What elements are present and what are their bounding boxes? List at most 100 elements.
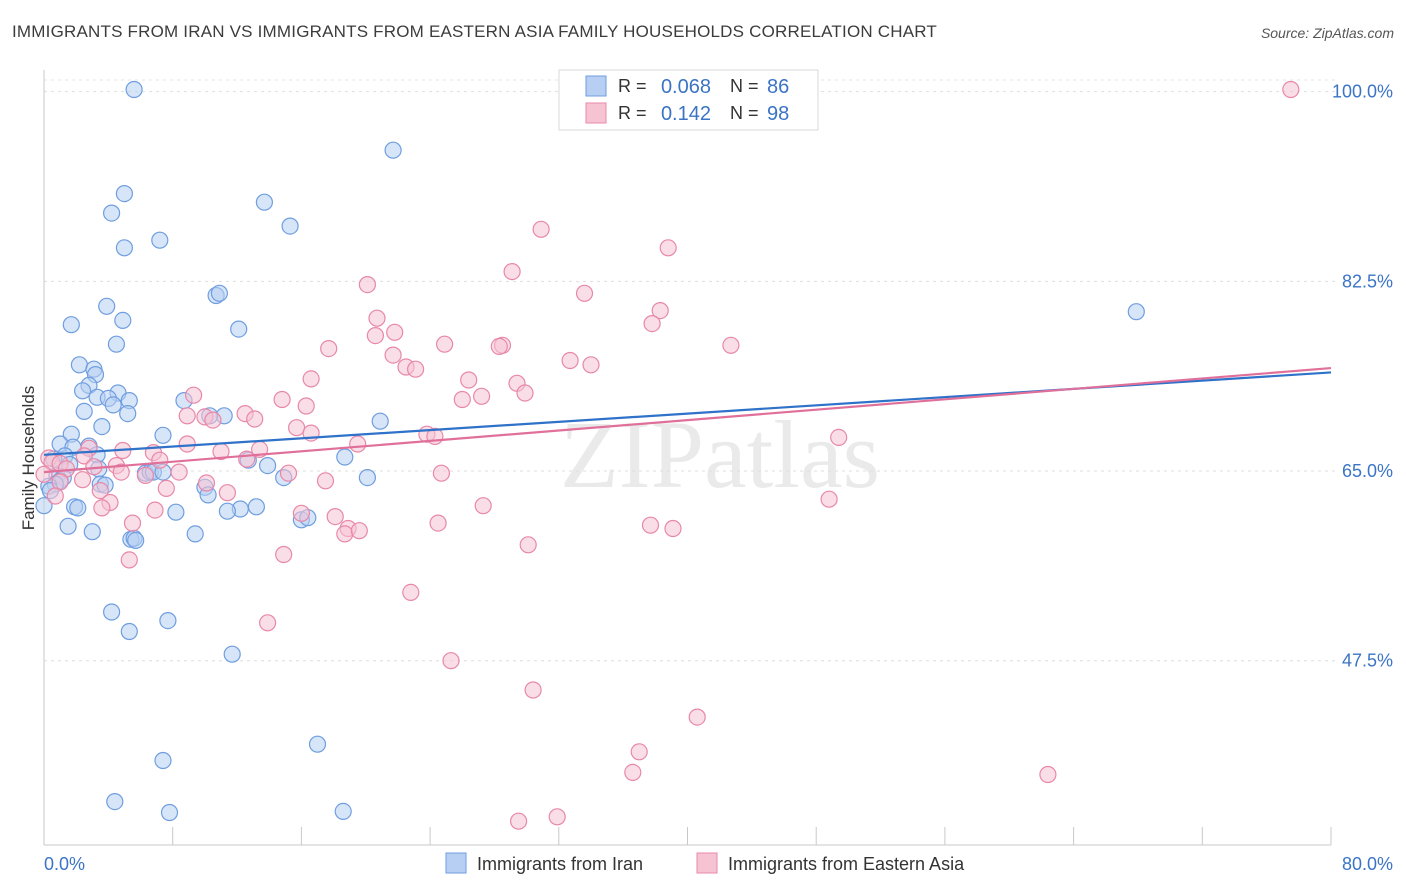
source-label: Source: ZipAtlas.com [1260,25,1394,41]
iran-point [186,525,204,543]
eastern-asia-point [460,371,478,389]
eastern-asia-point [123,514,142,532]
iran-point [336,448,354,466]
eastern-asia-point [238,450,256,468]
iran-point [83,523,101,541]
eastern-asia-point [336,525,354,543]
iran-point [115,185,134,203]
tick-labels: 100.0% 82.5% 65.0% 47.5% 0.0% 80.0% [44,82,1393,874]
eastern-asia-point [151,451,169,469]
series-legend-swatch [696,852,718,874]
iran-point [35,497,53,515]
eastern-asia-point [1039,765,1057,784]
eastern-asia-point [197,474,216,492]
eastern-asia-point [643,315,661,333]
eastern-asia-point [548,808,566,826]
eastern-asia-point [170,463,188,481]
n-value: 98 [767,103,789,125]
eastern-asia-point [246,410,264,428]
eastern-asia-point [386,323,404,341]
iran-point [210,284,228,302]
eastern-asia-point [368,309,386,327]
eastern-asia-point [178,407,196,425]
eastern-asia-point [1282,80,1300,99]
iran-point [1127,303,1145,321]
eastern-asia-point [524,681,542,699]
eastern-asia-point [630,743,648,761]
eastern-asia-point [366,327,384,345]
eastern-asia-point [532,220,550,238]
iran-point [281,217,299,235]
eastern-asia-point [561,351,579,370]
iran-point [308,735,327,753]
y-tick-label: 100.0% [1332,82,1393,102]
iran-point [154,426,172,444]
eastern-asia-point [402,583,420,602]
eastern-asia-point [509,812,528,830]
r-label: R = [618,76,647,96]
eastern-asia-point [292,504,310,522]
trend-lines [43,366,1332,474]
eastern-asia-point [316,472,335,490]
eastern-asia-point [204,411,222,429]
y-axis-label: Family Households [19,386,38,531]
x-tick-label-max: 80.0% [1342,854,1393,874]
series-legend-swatch [445,852,467,874]
n-label: N = [730,103,759,123]
series-legend-label: Immigrants from Iran [477,854,643,874]
iran-point [102,603,121,621]
r-value: 0.068 [661,76,711,98]
iran-point [371,412,389,430]
series-legend: Immigrants from Iran Immigrants from East… [445,852,965,874]
eastern-asia-point [429,514,447,532]
eastern-asia-trend-line [43,366,1332,474]
iran-point [98,297,116,315]
eastern-asia-point [473,387,491,405]
eastern-asia-point [407,360,425,378]
eastern-asia-point [436,335,454,353]
iran-point [151,231,169,249]
iran-point [107,335,126,353]
data-points [35,80,1300,830]
iran-point [75,402,93,420]
eastern-asia-point [302,370,320,388]
eastern-asia-point [157,479,175,497]
iran-point [218,502,236,520]
eastern-asia-point [575,284,594,302]
eastern-asia-point [120,551,138,569]
iran-point [255,193,273,211]
iran-point [230,320,248,338]
iran-point [154,751,172,770]
chart-title: IMMIGRANTS FROM IRAN VS IMMIGRANTS FROM … [12,22,938,41]
eastern-asia-point [320,340,338,358]
eastern-asia-point [218,484,236,502]
n-value: 86 [767,76,789,98]
iran-point [167,503,185,521]
iran-point [102,204,121,222]
y-tick-label: 82.5% [1342,271,1393,291]
iran-point [73,382,92,400]
iran-point [62,316,80,334]
eastern-asia-point [659,239,677,257]
eastern-asia-point [297,397,315,415]
eastern-asia-point [722,336,740,354]
eastern-asia-point [519,536,537,554]
eastern-asia-point [185,386,203,404]
gridlines [44,79,1339,662]
y-tick-label: 65.0% [1342,461,1393,481]
eastern-asia-point [349,435,367,453]
eastern-asia-point [259,614,277,632]
eastern-asia-point [432,464,450,482]
n-label: N = [730,76,759,96]
eastern-asia-point [273,390,291,409]
iran-point [70,356,89,374]
eastern-asia-point [664,519,682,538]
iran-point [114,311,132,329]
iran-point [358,469,376,487]
eastern-asia-point [651,302,669,320]
eastern-asia-point [112,463,130,481]
eastern-asia-point [820,490,838,508]
eastern-asia-point [384,346,402,364]
iran-point [125,80,143,99]
eastern-asia-point [35,465,53,483]
